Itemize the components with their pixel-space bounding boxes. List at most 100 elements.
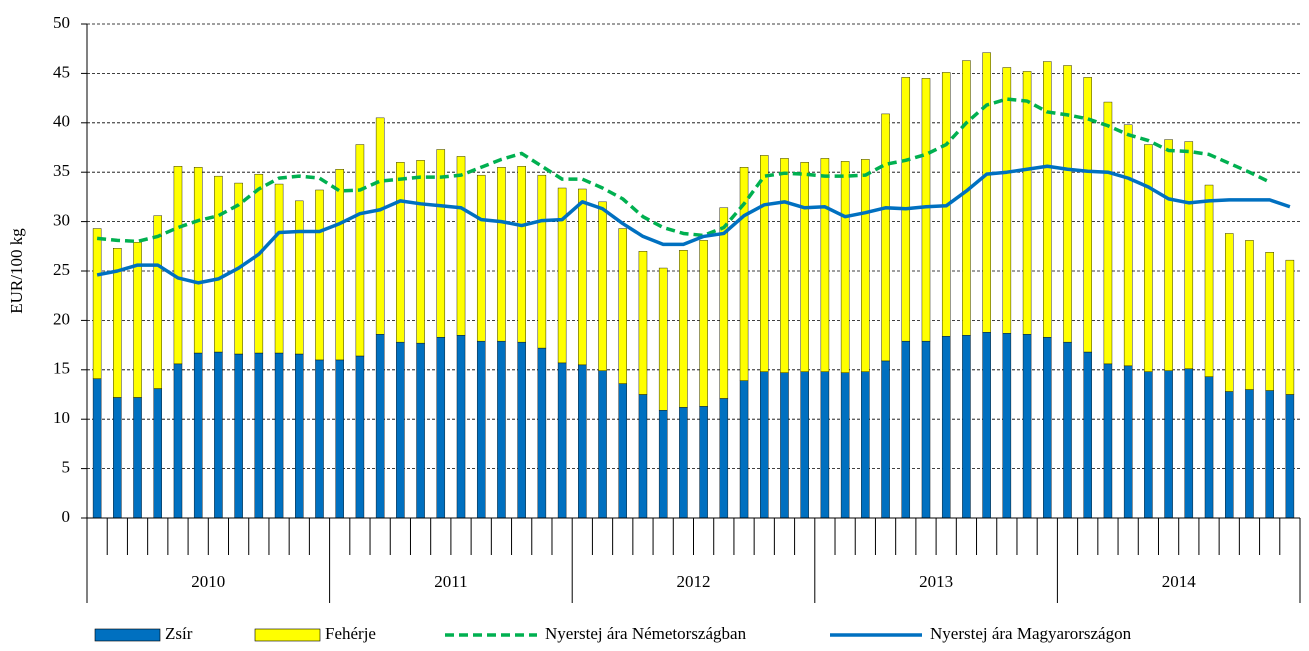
bar-segment — [1245, 240, 1254, 390]
bar-segment — [113, 397, 122, 519]
bar-segment — [739, 167, 749, 381]
bar-segment — [456, 156, 466, 336]
bar-segment — [254, 352, 264, 519]
bar-segment — [1144, 144, 1153, 372]
bar-segment — [315, 359, 324, 519]
bar-segment — [840, 372, 850, 519]
bar-segment — [416, 342, 425, 519]
line-series — [96, 97, 1271, 244]
bar-segment — [295, 353, 304, 519]
year-label: 2012 — [677, 572, 711, 591]
bar-segment — [497, 340, 506, 519]
legend-label: Nyerstej ára Magyarországon — [930, 624, 1132, 643]
bar-segment — [274, 183, 284, 354]
legend-swatch — [94, 628, 161, 642]
bar-segment — [578, 188, 587, 366]
bar-segment — [1164, 139, 1173, 371]
bar-segment — [921, 78, 931, 342]
bar-segment — [497, 167, 506, 342]
legend-label: Nyerstej ára Németországban — [545, 624, 747, 643]
bar-segment — [193, 167, 203, 354]
bar-segment — [1204, 376, 1214, 519]
bar-segment — [1224, 233, 1234, 392]
bar-segment — [214, 175, 223, 353]
bar-segment — [476, 174, 486, 342]
bar-segment — [355, 144, 365, 357]
bar-segment — [557, 187, 567, 364]
bar-segment — [1083, 77, 1092, 353]
bar-segment — [113, 248, 122, 398]
y-tick-label: 50 — [53, 13, 70, 32]
legend-label: Zsír — [165, 624, 193, 643]
bar-segment — [537, 174, 547, 349]
bar-segment — [1103, 101, 1113, 365]
bar-segment — [719, 207, 729, 399]
bar-segment — [1184, 141, 1194, 370]
bar-segment — [416, 160, 425, 344]
bar-segment — [760, 371, 769, 519]
bar-segment — [396, 341, 405, 519]
bar-segment — [1245, 389, 1254, 519]
bar-segment — [92, 228, 102, 379]
bar-segment — [335, 359, 344, 519]
bar-segment — [658, 410, 668, 519]
bar-segment — [699, 406, 708, 519]
y-tick-label: 15 — [53, 359, 70, 378]
bar-segment — [800, 371, 809, 519]
legend-swatch — [254, 628, 321, 642]
bar-segment — [173, 363, 183, 519]
bar-segment — [1123, 365, 1133, 519]
bar-segment — [1063, 341, 1072, 519]
bar-segment — [456, 335, 466, 519]
bar-segment — [1043, 61, 1052, 338]
bar-segment — [254, 173, 264, 354]
bar-segment — [1164, 370, 1173, 519]
bar-segment — [861, 371, 870, 519]
bar-segment — [234, 353, 243, 519]
bar-segment — [396, 162, 405, 343]
bar-segment — [800, 162, 809, 372]
bar-segment — [335, 169, 344, 361]
bar-segment — [598, 201, 607, 371]
bar-segment — [1123, 124, 1133, 367]
bar-segment — [618, 383, 627, 519]
bar-segment — [315, 189, 324, 361]
bar-segment — [962, 60, 971, 336]
bar-segment — [557, 362, 567, 519]
bar-segment — [881, 113, 890, 362]
y-tick-label: 0 — [62, 507, 71, 526]
bar-segment — [1285, 394, 1295, 519]
bar-segment — [1144, 371, 1153, 519]
y-tick-label: 40 — [53, 112, 70, 131]
bar-segment — [679, 250, 688, 408]
bar-segment — [739, 380, 749, 519]
y-tick-label: 45 — [53, 62, 70, 81]
bar-segment — [1063, 65, 1072, 343]
bar-segment — [537, 347, 547, 519]
bar-segment — [982, 52, 991, 333]
bar-segment — [1043, 336, 1052, 519]
bar-segment — [780, 372, 789, 519]
bar-segment — [861, 159, 870, 372]
bar-segment — [133, 397, 142, 519]
bar-segment — [941, 336, 951, 519]
bar-segment — [679, 407, 688, 519]
bar-segment — [1204, 184, 1214, 377]
bar-segment — [1103, 363, 1113, 519]
bar-segment — [638, 251, 648, 395]
bar-segment — [820, 371, 830, 519]
bar-segment — [214, 351, 223, 519]
y-tick-label: 35 — [53, 161, 70, 180]
year-label: 2010 — [191, 572, 225, 591]
y-tick-label: 30 — [53, 211, 70, 230]
bar-segment — [901, 340, 911, 519]
bar-segment — [921, 340, 931, 519]
bar-segment — [355, 355, 365, 519]
bar-segment — [1002, 67, 1012, 334]
bar-segment — [820, 158, 830, 372]
bar-segment — [295, 200, 304, 355]
bar-segment — [1285, 259, 1295, 395]
bar-segment — [1022, 334, 1032, 519]
bar-segment — [1022, 71, 1032, 335]
bar-segment — [1265, 252, 1274, 391]
